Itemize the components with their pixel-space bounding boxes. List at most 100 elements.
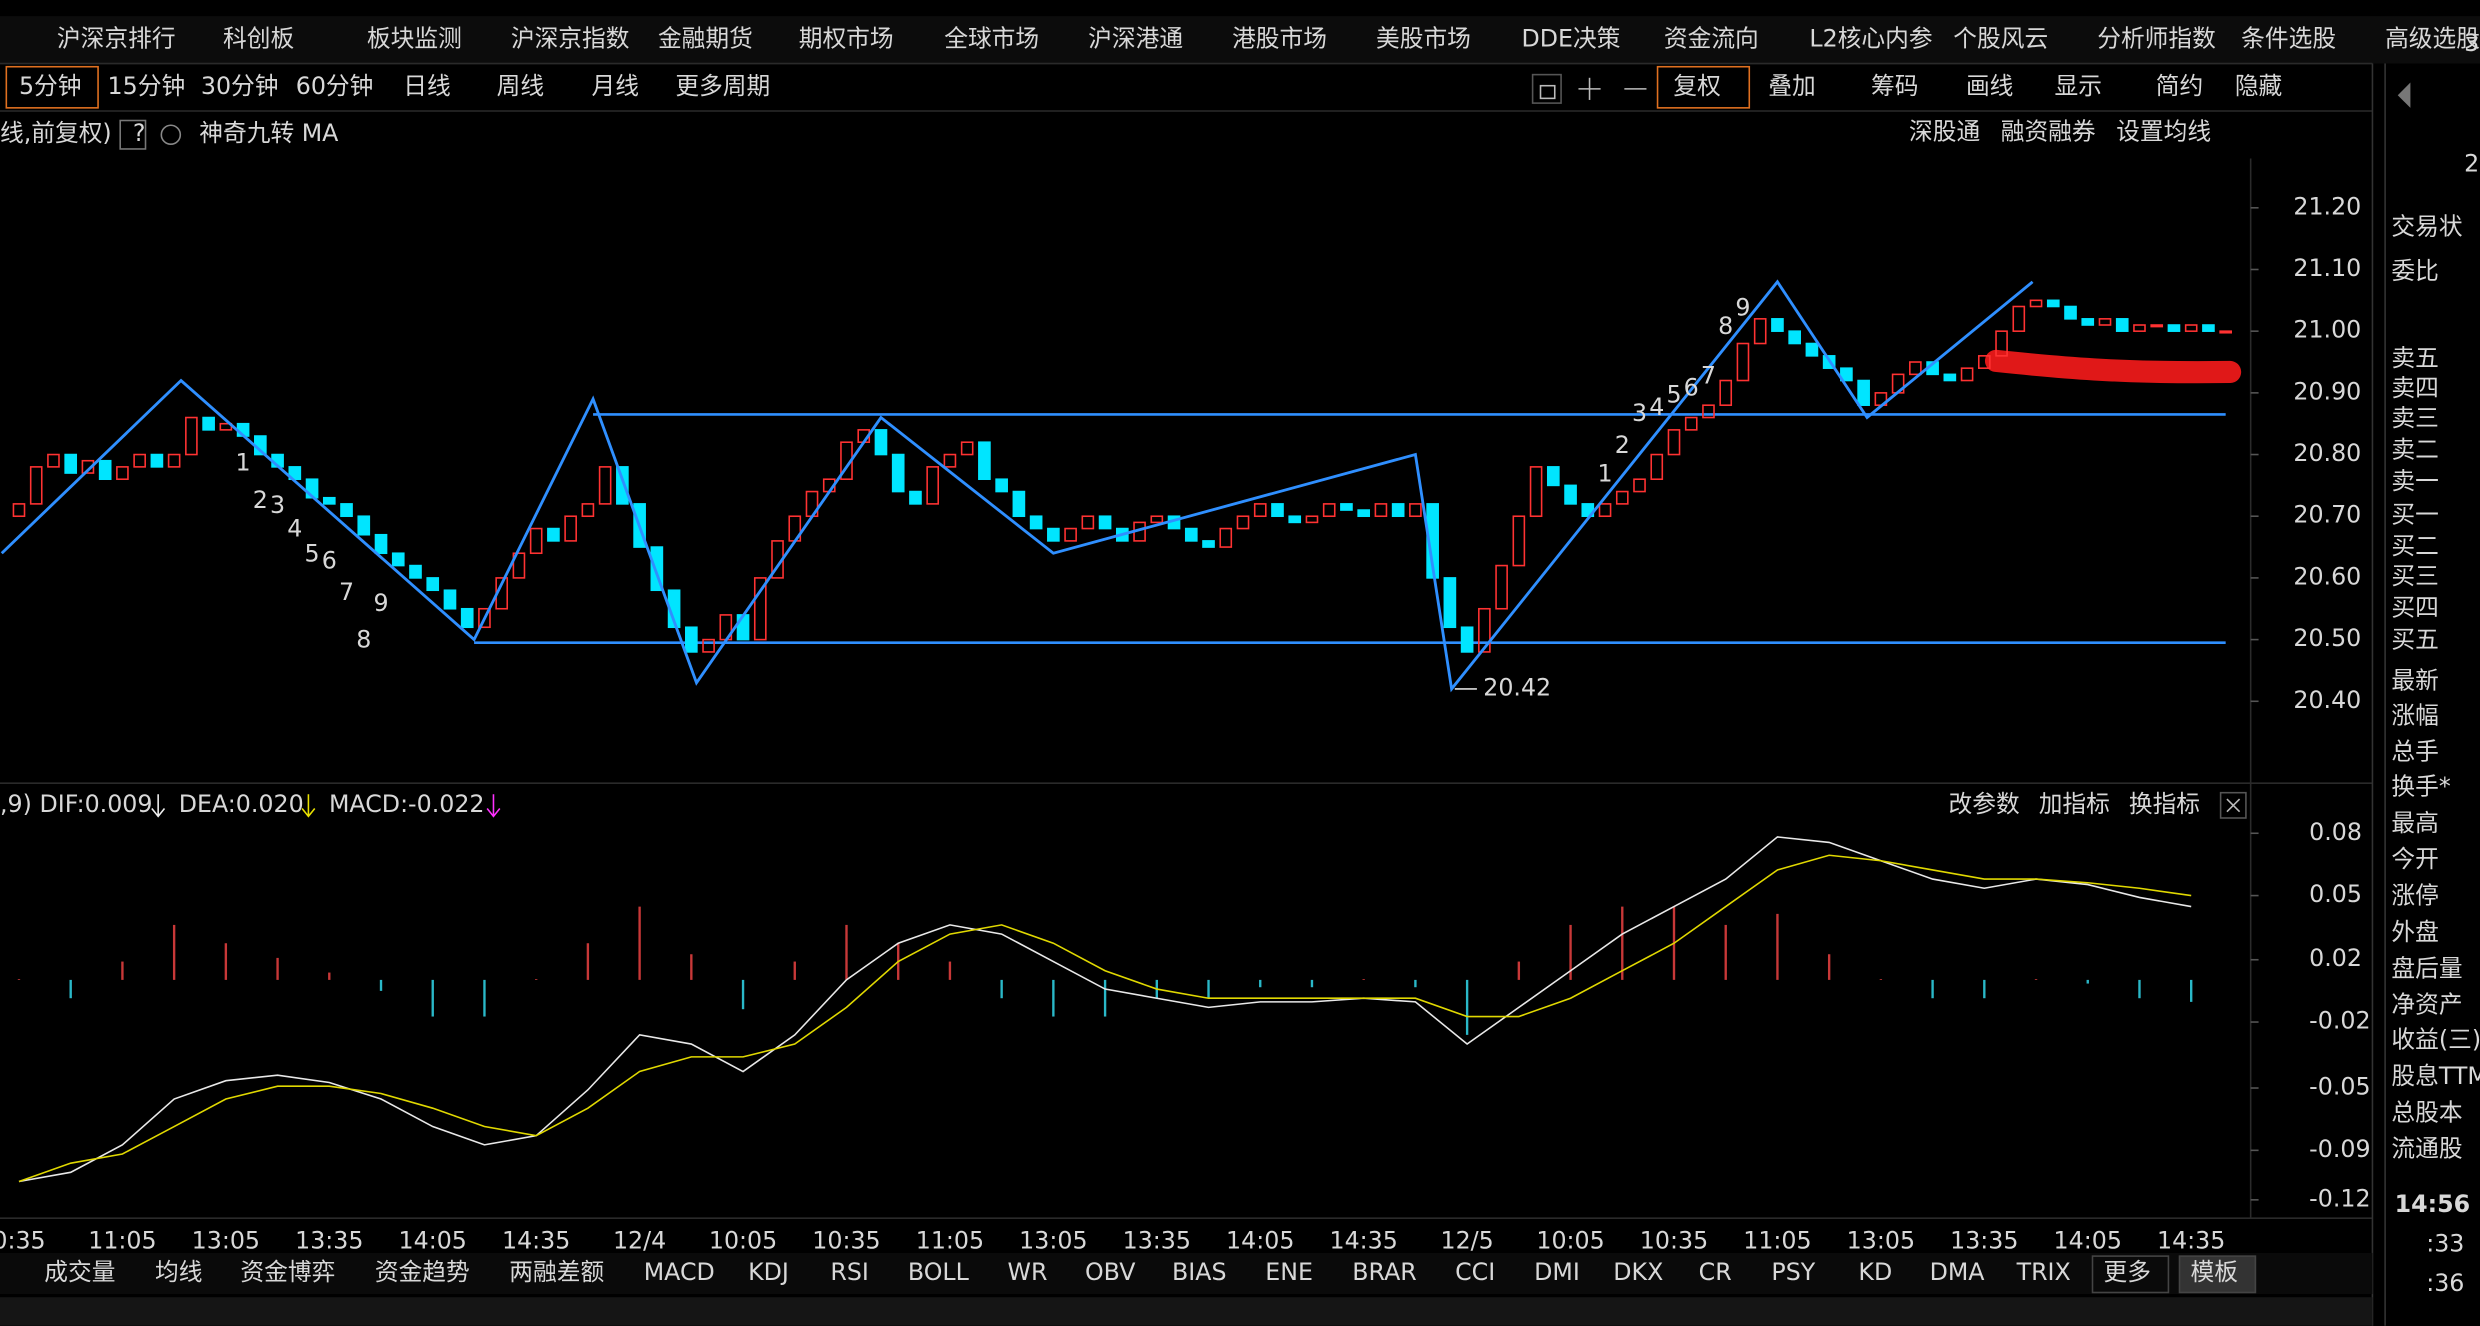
period-button[interactable]: 更多周期 [675,72,770,100]
tab[interactable]: BRAR [1352,1258,1417,1286]
period-button[interactable]: 月线 [592,72,639,100]
menu-item[interactable]: 金融期货 [658,24,753,52]
chart-link[interactable]: 融资融券 [2001,118,2096,146]
tab[interactable]: WR [1008,1258,1048,1286]
candle [960,441,974,456]
td-count: 5 [305,540,320,568]
tool-button[interactable]: 画线 [1966,72,2013,100]
tab[interactable]: 两融差额 [509,1258,604,1286]
active-period [5,65,99,109]
tool-button[interactable]: 叠加 [1768,72,1815,100]
macd-link[interactable]: 换指标 [2129,790,2200,818]
tab[interactable]: 成交量 [44,1258,115,1286]
candle [374,533,388,555]
period-button[interactable]: 日线 [403,72,450,100]
td-count: 6 [1684,374,1699,402]
x-tick-label: 10:35 [1640,1226,1708,1254]
tab[interactable]: DKX [1613,1258,1663,1286]
tab[interactable]: DMI [1534,1258,1580,1286]
icon-box[interactable] [1531,73,1562,104]
gear-icon[interactable] [160,124,182,146]
tab[interactable]: CCI [1455,1258,1495,1286]
menu-item[interactable]: 港股市场 [1232,24,1327,52]
period-button[interactable]: 60分钟 [296,72,374,100]
menu-item[interactable]: 科创板 [223,24,294,52]
chart-link[interactable]: 设置均线 [2116,118,2211,146]
tab[interactable]: MACD [644,1258,715,1286]
tab[interactable]: CR [1699,1258,1732,1286]
help-box[interactable] [119,119,147,150]
period-button[interactable]: 5分钟 [19,72,82,100]
chart-link[interactable]: 深股通 [1909,118,1980,146]
tab[interactable]: 更多 [2104,1258,2151,1286]
quote-label: 涨停 [2391,882,2438,910]
y-tick-label: -0.02 [2309,1007,2370,1035]
period-button[interactable]: 周线 [497,72,544,100]
tool-button[interactable]: 简约 [2156,72,2203,100]
tab[interactable]: DMA [1930,1258,1986,1286]
tab[interactable]: 资金博弈 [240,1258,335,1286]
y-tick-label: 0.08 [2309,818,2362,846]
tab[interactable]: 均线 [155,1258,202,1286]
quote-label: 卖一 [2391,467,2438,495]
y-tick-label: 0.05 [2309,880,2362,908]
quote-label: 委比 [2391,257,2438,285]
menu-item[interactable]: DDE决策 [1522,24,1621,52]
candle [1150,515,1164,524]
tab-box[interactable] [2091,1255,2170,1294]
tab[interactable]: TRIX [2016,1258,2071,1286]
menu-item[interactable]: 板块监测 [367,24,462,52]
macd-params: ,9) [0,790,32,818]
tool-button[interactable]: 复权 [1673,72,1720,100]
candle [47,453,60,468]
macd-link[interactable]: 加指标 [2039,790,2110,818]
tool-button[interactable]: 隐藏 [2235,72,2282,100]
tab[interactable]: BIAS [1172,1258,1227,1286]
menu-item[interactable]: 分析师指数 [2097,24,2216,52]
menu-item[interactable]: 高级选股 [2385,24,2480,52]
tool-button[interactable]: 显示 [2055,72,2102,100]
x-tick-label: 14:05 [1226,1226,1294,1254]
candle [1374,503,1388,518]
candle [1322,503,1336,518]
menu-item[interactable]: 全球市场 [944,24,1039,52]
period-button[interactable]: 15分钟 [108,72,186,100]
menu-item[interactable]: 沪深京指数 [511,24,630,52]
td-count: 1 [1597,459,1612,487]
macd-link[interactable]: 改参数 [1949,790,2020,818]
candle [1460,626,1474,653]
collapse-arrow[interactable] [2397,82,2411,108]
close-box[interactable] [2219,791,2247,819]
candle [2219,330,2232,334]
tab[interactable]: OBV [1085,1258,1136,1286]
tab[interactable]: ENE [1265,1258,1313,1286]
tab[interactable]: KDJ [748,1258,789,1286]
candle [1788,330,1802,345]
menu-item[interactable]: 沪深京排行 [57,24,176,52]
period-button[interactable]: 30分钟 [201,72,279,100]
tab-box[interactable] [2178,1255,2257,1294]
menu-item[interactable]: 美股市场 [1376,24,1471,52]
candle [529,527,543,555]
tab[interactable]: PSY [1771,1258,1815,1286]
menu-item[interactable]: 沪深港通 [1088,24,1183,52]
tab[interactable]: 模板 [2191,1258,2238,1286]
tool-button[interactable]: 筹码 [1871,72,1918,100]
menu-item[interactable]: 资金流向 [1664,24,1759,52]
menu-item[interactable]: 条件选股 [2241,24,2336,52]
candle [2098,318,2112,326]
candle [1426,503,1439,579]
menu-item[interactable]: 期权市场 [799,24,894,52]
help[interactable]: ? [133,119,146,147]
quote-label: 流通股 [2391,1135,2462,1163]
menu-item[interactable]: L2核心内参 [1809,24,1932,52]
candle [409,564,422,579]
tab[interactable]: 资金趋势 [375,1258,470,1286]
macd-label: MACD:-0.022 [329,790,485,818]
tab[interactable]: RSI [830,1258,869,1286]
tab[interactable]: KD [1858,1258,1892,1286]
menu-item[interactable]: 个股风云 [1953,24,2048,52]
tab[interactable]: BOLL [908,1258,970,1286]
x-tick-label: 13:05 [1847,1226,1915,1254]
td-count: 8 [1718,312,1733,340]
